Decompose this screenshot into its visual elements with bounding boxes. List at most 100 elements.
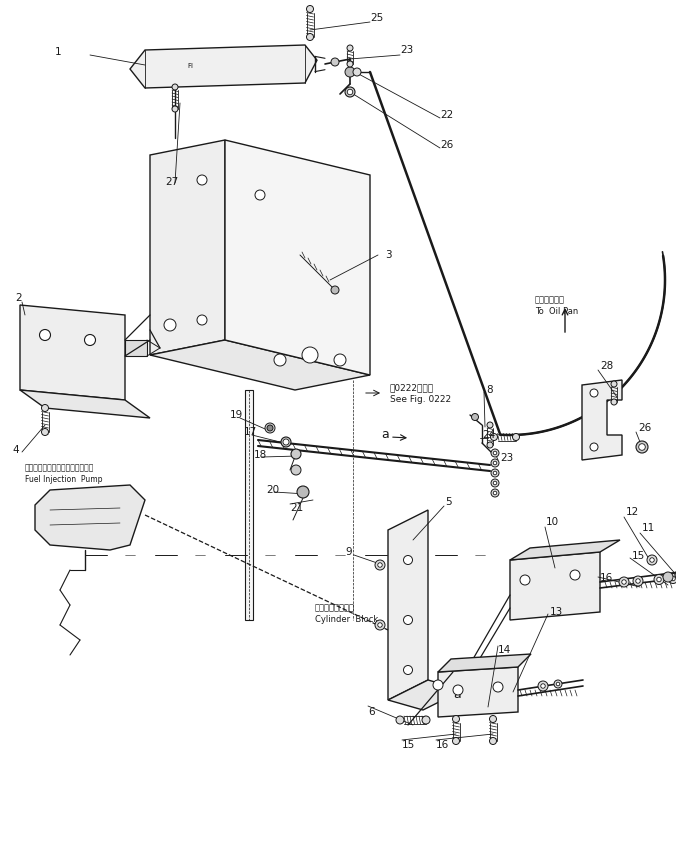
Text: 28: 28 xyxy=(600,361,613,371)
Circle shape xyxy=(347,61,353,67)
Circle shape xyxy=(654,575,664,584)
Circle shape xyxy=(635,579,640,583)
Circle shape xyxy=(489,716,496,722)
Text: 13: 13 xyxy=(550,607,563,617)
Text: 16: 16 xyxy=(436,740,450,750)
Circle shape xyxy=(611,381,617,387)
Circle shape xyxy=(164,319,176,331)
Circle shape xyxy=(283,439,289,445)
Text: 3: 3 xyxy=(385,250,391,260)
Circle shape xyxy=(39,330,51,340)
Circle shape xyxy=(265,423,275,433)
Circle shape xyxy=(663,572,673,582)
Text: 11: 11 xyxy=(642,523,655,533)
Text: Cylinder  Block: Cylinder Block xyxy=(315,616,379,624)
Circle shape xyxy=(556,682,560,685)
Text: 27: 27 xyxy=(165,177,178,187)
Circle shape xyxy=(255,190,265,200)
Circle shape xyxy=(306,34,314,40)
Circle shape xyxy=(636,441,648,453)
Circle shape xyxy=(172,84,178,90)
Polygon shape xyxy=(510,552,600,620)
Circle shape xyxy=(297,486,309,498)
Polygon shape xyxy=(582,380,622,460)
Text: 15: 15 xyxy=(402,740,415,750)
Circle shape xyxy=(331,286,339,294)
Polygon shape xyxy=(510,540,620,560)
Circle shape xyxy=(274,354,286,366)
Circle shape xyxy=(570,570,580,580)
Text: 14: 14 xyxy=(498,645,511,655)
Text: オイルパンへ: オイルパンへ xyxy=(535,295,565,304)
Circle shape xyxy=(347,89,353,94)
Text: 26: 26 xyxy=(638,423,651,433)
Polygon shape xyxy=(20,305,125,400)
Polygon shape xyxy=(20,390,150,418)
Polygon shape xyxy=(150,340,370,390)
Circle shape xyxy=(487,442,493,448)
Circle shape xyxy=(512,434,519,441)
Circle shape xyxy=(619,577,629,587)
Circle shape xyxy=(487,422,493,428)
Text: To  Oil Pan: To Oil Pan xyxy=(535,308,578,316)
Circle shape xyxy=(493,461,497,465)
Text: 22: 22 xyxy=(440,110,453,120)
Circle shape xyxy=(493,472,497,475)
Text: 8: 8 xyxy=(486,385,493,395)
Circle shape xyxy=(396,716,404,724)
Circle shape xyxy=(491,469,499,477)
Circle shape xyxy=(493,491,497,495)
Circle shape xyxy=(491,479,499,487)
Circle shape xyxy=(281,437,291,447)
Polygon shape xyxy=(150,140,225,355)
Text: See Fig. 0222: See Fig. 0222 xyxy=(390,395,451,405)
Circle shape xyxy=(590,443,598,451)
Polygon shape xyxy=(130,45,317,88)
Circle shape xyxy=(422,716,430,724)
Circle shape xyxy=(404,666,412,674)
Circle shape xyxy=(331,58,339,66)
Text: 10: 10 xyxy=(546,517,559,527)
Circle shape xyxy=(41,405,49,411)
Text: 5: 5 xyxy=(445,497,452,507)
Text: シリンダブロック: シリンダブロック xyxy=(315,604,355,612)
Text: 20: 20 xyxy=(266,485,279,495)
Text: 1: 1 xyxy=(55,47,62,57)
Circle shape xyxy=(657,577,661,582)
Text: a: a xyxy=(381,429,389,442)
Circle shape xyxy=(493,682,503,692)
Circle shape xyxy=(404,556,412,564)
Circle shape xyxy=(520,575,530,585)
Circle shape xyxy=(650,557,654,563)
Text: 18: 18 xyxy=(254,450,267,460)
Circle shape xyxy=(291,449,301,459)
Circle shape xyxy=(84,334,95,345)
Circle shape xyxy=(375,620,385,630)
Circle shape xyxy=(378,623,382,627)
Circle shape xyxy=(471,413,479,421)
Text: フェエルインジェクションポンプ: フェエルインジェクションポンプ xyxy=(25,464,95,472)
Circle shape xyxy=(622,580,626,584)
Circle shape xyxy=(291,465,301,475)
Circle shape xyxy=(671,576,675,581)
Circle shape xyxy=(334,354,346,366)
Circle shape xyxy=(538,681,548,691)
Circle shape xyxy=(675,570,676,580)
Circle shape xyxy=(197,315,207,325)
Text: 6: 6 xyxy=(368,707,375,717)
Text: 第0222図参照: 第0222図参照 xyxy=(390,383,434,393)
Circle shape xyxy=(491,449,499,457)
Circle shape xyxy=(404,616,412,624)
Circle shape xyxy=(493,481,497,484)
Circle shape xyxy=(267,425,273,431)
Text: 23: 23 xyxy=(500,453,513,463)
Text: 17: 17 xyxy=(244,427,258,437)
Text: 21: 21 xyxy=(290,503,304,513)
Text: 2: 2 xyxy=(15,293,22,303)
Polygon shape xyxy=(225,140,370,375)
Circle shape xyxy=(491,489,499,497)
Bar xyxy=(245,390,253,620)
Circle shape xyxy=(491,434,498,441)
Circle shape xyxy=(353,68,361,76)
Text: 9: 9 xyxy=(345,547,352,557)
